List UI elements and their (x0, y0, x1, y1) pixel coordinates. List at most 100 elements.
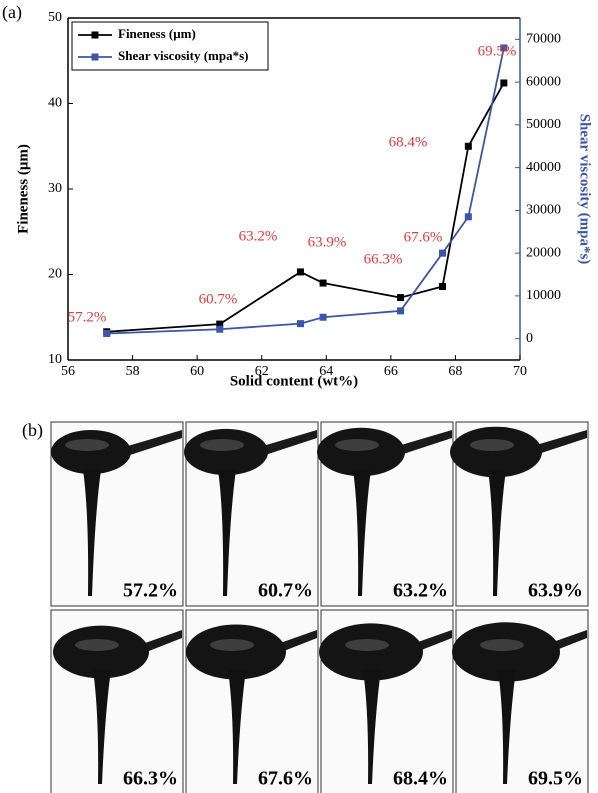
photo: 60.7% (184, 421, 319, 607)
photo: 69.5% (452, 609, 589, 793)
slurry-drip (498, 670, 516, 784)
panel-label: (a) (2, 2, 22, 23)
photo: 63.9% (450, 421, 589, 607)
photo: 63.2% (317, 421, 454, 607)
spoon-handle (256, 430, 317, 458)
y-tick-label: 30 (48, 181, 62, 196)
point (216, 320, 224, 328)
point (439, 249, 447, 257)
x-tick-label: 66 (384, 364, 398, 379)
legend-label: Shear viscosity (mpa*s) (118, 48, 248, 63)
photo-caption: 66.3% (123, 768, 178, 790)
annotation: 63.9% (308, 234, 347, 250)
spoon-shine (345, 639, 389, 651)
photo-caption: 57.2% (123, 580, 178, 602)
slurry-drip (218, 470, 236, 596)
panel-label: (b) (22, 420, 43, 441)
spoon-bowl (51, 430, 131, 474)
annotation: 69.5% (478, 43, 517, 59)
y-tick-label: 10 (48, 352, 62, 367)
spoon-bowl (53, 625, 149, 679)
spoon-handle (121, 430, 182, 458)
y2-axis-label: Shear viscosity (mpa*s) (577, 114, 593, 265)
point (500, 44, 508, 52)
spoon-shine (210, 639, 254, 651)
photo: 66.3% (50, 609, 184, 793)
annotation: 57.2% (68, 309, 107, 325)
point (397, 294, 405, 302)
slurry-drip (363, 670, 381, 784)
photo-caption: 63.2% (393, 580, 448, 602)
spoon-shine (480, 639, 524, 651)
spoon-shine (75, 639, 119, 651)
photo-caption: 68.4% (393, 768, 448, 790)
point (319, 279, 327, 287)
spoon-shine (335, 439, 379, 451)
spoon-bowl (452, 622, 560, 682)
spoon-shine (65, 439, 109, 451)
spoon-bowl (184, 428, 268, 476)
y-tick-label: 40 (48, 96, 62, 111)
legend-marker (91, 53, 99, 61)
point (103, 329, 111, 337)
x-tick-label: 56 (61, 364, 75, 379)
y-axis-label: Fineness (μm) (15, 144, 31, 234)
spoon-bowl (317, 427, 405, 477)
point (397, 307, 405, 315)
x-tick-label: 64 (319, 364, 333, 379)
x-axis-label: Solid content (wt%) (230, 373, 358, 389)
y2-tick-label: 40000 (526, 160, 561, 175)
spoon-bowl (186, 624, 286, 680)
slurry-drip (353, 470, 371, 596)
annotation: 67.6% (404, 229, 443, 245)
point (319, 313, 327, 321)
point (464, 213, 472, 221)
y-tick-label: 50 (48, 10, 62, 25)
point (439, 282, 447, 290)
slurry-drip (488, 470, 506, 596)
photo: 57.2% (50, 421, 184, 607)
point (500, 79, 508, 87)
y2-tick-label: 10000 (526, 288, 561, 303)
x-tick-label: 70 (513, 364, 527, 379)
series-line (106, 47, 505, 335)
series-line (106, 82, 505, 333)
point (296, 268, 304, 276)
y2-tick-label: 50000 (526, 117, 561, 132)
spoon-handle (391, 430, 452, 458)
slurry-drip (83, 470, 101, 596)
point (296, 320, 304, 328)
legend-box (71, 21, 269, 71)
y2-tick-label: 20000 (526, 245, 561, 260)
photo-caption: 60.7% (258, 580, 313, 602)
x-tick-label: 58 (126, 364, 140, 379)
legend-label: Fineness (μm) (118, 26, 196, 41)
spoon-bowl (319, 623, 423, 681)
y2-tick-label: 60000 (526, 74, 561, 89)
annotation: 63.2% (239, 228, 278, 244)
spoon-bowl (450, 426, 542, 478)
annotation: 66.3% (364, 251, 403, 267)
y2-tick-label: 70000 (526, 32, 561, 47)
slurry-drip (93, 670, 111, 784)
photo-caption: 63.9% (528, 580, 583, 602)
y2-tick-label: 0 (526, 331, 533, 346)
annotation: 60.7% (199, 291, 238, 307)
legend-marker (91, 31, 99, 39)
photo-caption: 67.6% (258, 768, 313, 790)
x-tick-label: 68 (448, 364, 462, 379)
spoon-shine (470, 439, 514, 451)
y-tick-label: 20 (48, 267, 62, 282)
x-tick-label: 60 (190, 364, 204, 379)
y2-tick-label: 30000 (526, 203, 561, 218)
x-tick-label: 62 (255, 364, 269, 379)
point (464, 142, 472, 150)
photo: 68.4% (319, 609, 454, 793)
annotation: 68.4% (389, 134, 428, 150)
spoon-shine (200, 439, 244, 451)
photo-caption: 69.5% (528, 768, 583, 790)
slurry-drip (228, 670, 246, 784)
point (216, 325, 224, 333)
